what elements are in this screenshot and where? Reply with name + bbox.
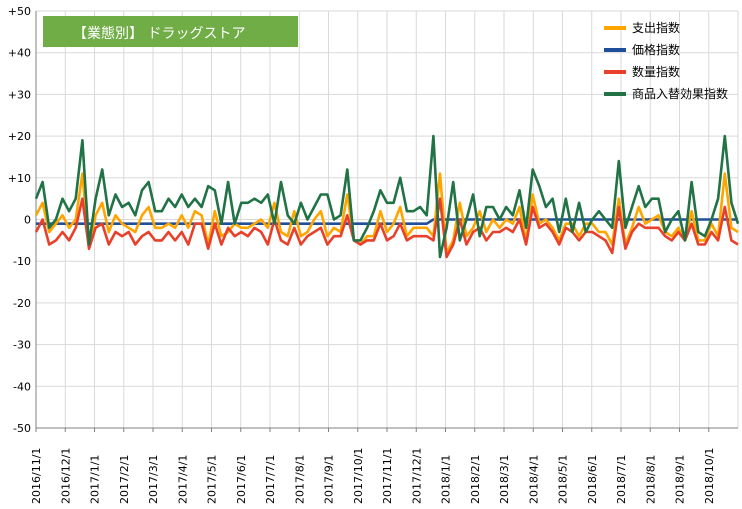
- y-tick-label: -20: [13, 297, 31, 310]
- x-tick-label: 2018/3/1: [498, 455, 511, 504]
- x-tick-label: 2017/10/1: [352, 448, 365, 504]
- x-tick-label: 2017/7/1: [264, 455, 277, 504]
- y-tick-label: +30: [8, 88, 31, 101]
- x-tick-label: 2018/7/1: [615, 455, 628, 504]
- y-tick-label: +20: [8, 130, 31, 143]
- x-tick-label: 2018/9/1: [674, 455, 687, 504]
- y-tick-label: +40: [8, 47, 31, 60]
- x-tick-label: 2017/1/1: [89, 455, 102, 504]
- x-tick-label: 2017/4/1: [176, 455, 189, 504]
- legend-label-spending: 支出指数: [632, 21, 681, 35]
- y-tick-label: -10: [13, 255, 31, 268]
- y-tick-label: -50: [13, 422, 31, 435]
- x-tick-label: 2016/12/1: [59, 448, 72, 504]
- x-tick-label: 2018/2/1: [469, 455, 482, 504]
- series-line-2: [34, 197, 739, 259]
- y-tick-label: 0: [24, 214, 31, 227]
- legend-swatch-price: [604, 48, 626, 52]
- x-tick-label: 2018/4/1: [527, 455, 540, 504]
- x-tick-label: 2017/11/1: [381, 448, 394, 504]
- legend-label-replacement: 商品入替効果指数: [632, 87, 729, 101]
- x-tick-label: 2018/1/1: [440, 455, 453, 504]
- y-tick-label: +50: [8, 5, 31, 18]
- legend-swatch-spending: [604, 26, 626, 30]
- x-tick-label: 2017/6/1: [235, 455, 248, 504]
- x-tick-label: 2016/11/1: [30, 448, 43, 504]
- x-tick-label: 2017/2/1: [118, 455, 131, 504]
- legend-swatch-replacement: [604, 92, 626, 96]
- y-tick-label: +10: [8, 172, 31, 185]
- x-tick-label: 2018/10/1: [703, 448, 716, 504]
- x-tick-label: 2018/8/1: [644, 455, 657, 504]
- x-tick-label: 2017/12/1: [410, 448, 423, 504]
- x-tick-label: 2018/5/1: [557, 455, 570, 504]
- y-tick-label: -40: [13, 380, 31, 393]
- chart-title-box: 【業態別】 ドラッグストア: [43, 16, 298, 47]
- x-tick-label: 2018/6/1: [586, 455, 599, 504]
- legend-swatch-quantity: [604, 70, 626, 74]
- x-tick-label: 2017/9/1: [323, 455, 336, 504]
- x-tick-label: 2017/5/1: [206, 455, 219, 504]
- y-tick-label: -30: [13, 339, 31, 352]
- legend-label-price: 価格指数: [632, 43, 681, 57]
- x-tick-label: 2017/8/1: [293, 455, 306, 504]
- chart-title: 【業態別】 ドラッグストア: [73, 26, 246, 42]
- axes: +50 +40 +30 +20 +10 0 -10 -20 -30 -40 -50 2016/11/1…: [8, 5, 738, 504]
- x-tick-label: 2017/3/1: [147, 455, 160, 504]
- series-line-3: [34, 134, 740, 259]
- series-lines: [34, 134, 740, 259]
- legend-label-quantity: 数量指数: [632, 65, 681, 79]
